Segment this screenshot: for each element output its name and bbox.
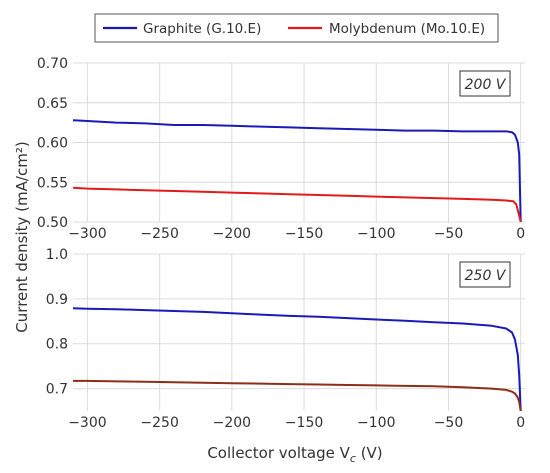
panel-label-box bbox=[459, 261, 511, 288]
x-tick-label: −150 bbox=[285, 226, 323, 242]
y-tick-label: 1.0 bbox=[46, 247, 68, 263]
x-tick-label: −250 bbox=[140, 226, 178, 242]
series-line-molybdenum bbox=[73, 186, 522, 222]
x-tick-label: −200 bbox=[213, 415, 251, 431]
x-axis-title-subscript: c bbox=[350, 452, 356, 465]
x-tick-label: −50 bbox=[434, 226, 464, 242]
x-tick-label: −300 bbox=[68, 226, 106, 242]
panel-label: 200 V bbox=[465, 77, 507, 93]
x-tick-label: 0 bbox=[516, 415, 525, 431]
y-tick-label: 0.50 bbox=[37, 215, 68, 231]
x-tick-label: −150 bbox=[285, 415, 323, 431]
panel-250v: −300 −250 −200 −150 −100 −50 0 0.7 0.8 0.9 1.0 250 … bbox=[46, 247, 525, 431]
y-tick-label: 0.8 bbox=[46, 337, 68, 353]
series-line-graphite bbox=[73, 307, 522, 411]
x-tick-label: −300 bbox=[68, 415, 106, 431]
y-axis-title: Current density (mA/cm²) bbox=[13, 141, 31, 332]
x-axis-title-main: Collector voltage V bbox=[207, 444, 350, 462]
x-axis-title-unit: (V) bbox=[356, 444, 383, 462]
legend: Graphite (G.10.E) Molybdenum (Mo.10.E) bbox=[94, 13, 499, 43]
legend-label-graphite: Graphite (G.10.E) bbox=[143, 21, 261, 37]
x-axis-title: Collector voltage Vc (V) bbox=[207, 444, 382, 465]
panel-label: 250 V bbox=[465, 268, 507, 284]
y-tick-label: 0.55 bbox=[37, 175, 68, 191]
x-tick-label: 0 bbox=[516, 226, 525, 242]
x-tick-label: −100 bbox=[357, 415, 395, 431]
y-tick-label: 0.65 bbox=[37, 96, 68, 112]
y-tick-label: 0.9 bbox=[46, 292, 68, 308]
series-line-graphite bbox=[73, 119, 522, 222]
panel-label-box bbox=[459, 70, 511, 97]
series-line-molybdenum bbox=[73, 379, 522, 411]
x-tick-label: −50 bbox=[434, 415, 464, 431]
y-tick-label: 0.70 bbox=[37, 56, 68, 72]
y-tick-label: 0.60 bbox=[37, 136, 68, 152]
panel-200v: −300 −250 −200 −150 −100 −50 0 0.50 0.55 0.60 0.65… bbox=[37, 56, 525, 242]
x-tick-label: −250 bbox=[140, 415, 178, 431]
legend-label-molybdenum: Molybdenum (Mo.10.E) bbox=[329, 21, 485, 37]
x-tick-label: −200 bbox=[213, 226, 251, 242]
x-tick-label: −100 bbox=[357, 226, 395, 242]
y-tick-label: 0.7 bbox=[46, 382, 68, 398]
